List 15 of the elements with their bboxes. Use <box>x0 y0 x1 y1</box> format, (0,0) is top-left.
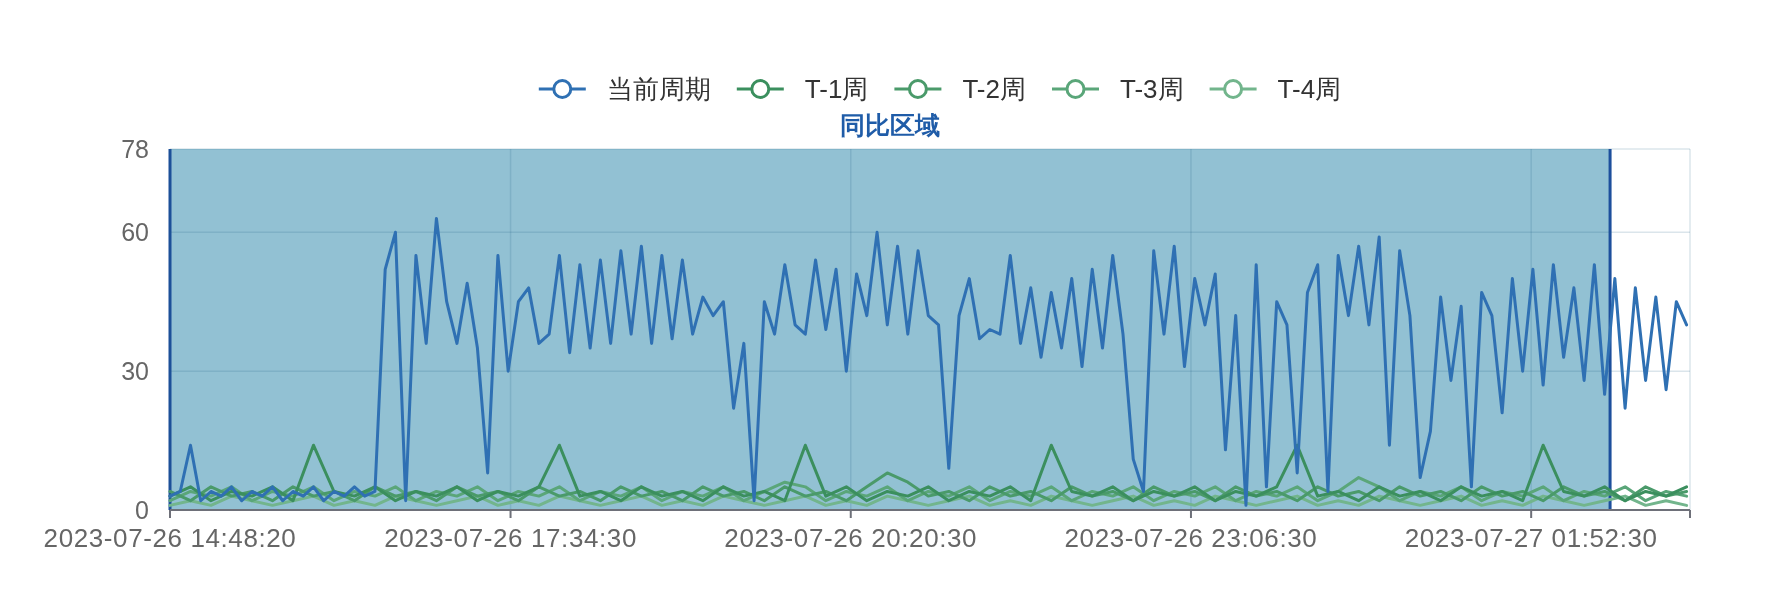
legend-label: 当前周期 <box>606 74 711 104</box>
legend-label: T-1周 <box>804 74 869 104</box>
x-tick-label: 2023-07-27 01:52:30 <box>1404 523 1658 553</box>
legend-label: T-2周 <box>962 74 1026 104</box>
x-tick-label: 2023-07-26 20:20:30 <box>724 523 978 553</box>
x-tick-label: 2023-07-26 14:48:20 <box>43 523 297 553</box>
legend-label: T-4周 <box>1277 74 1342 104</box>
y-tick-label: 30 <box>121 357 149 386</box>
y-tick-label: 0 <box>135 496 149 524</box>
legend-label: T-3周 <box>1120 74 1184 104</box>
band-label: 同比区域 <box>840 111 941 139</box>
x-tick-label: 2023-07-26 23:06:30 <box>1064 523 1318 553</box>
y-tick-label: 60 <box>121 218 149 247</box>
y-tick-label: 78 <box>121 135 149 163</box>
x-tick-label: 2023-07-26 17:34:30 <box>384 523 637 553</box>
